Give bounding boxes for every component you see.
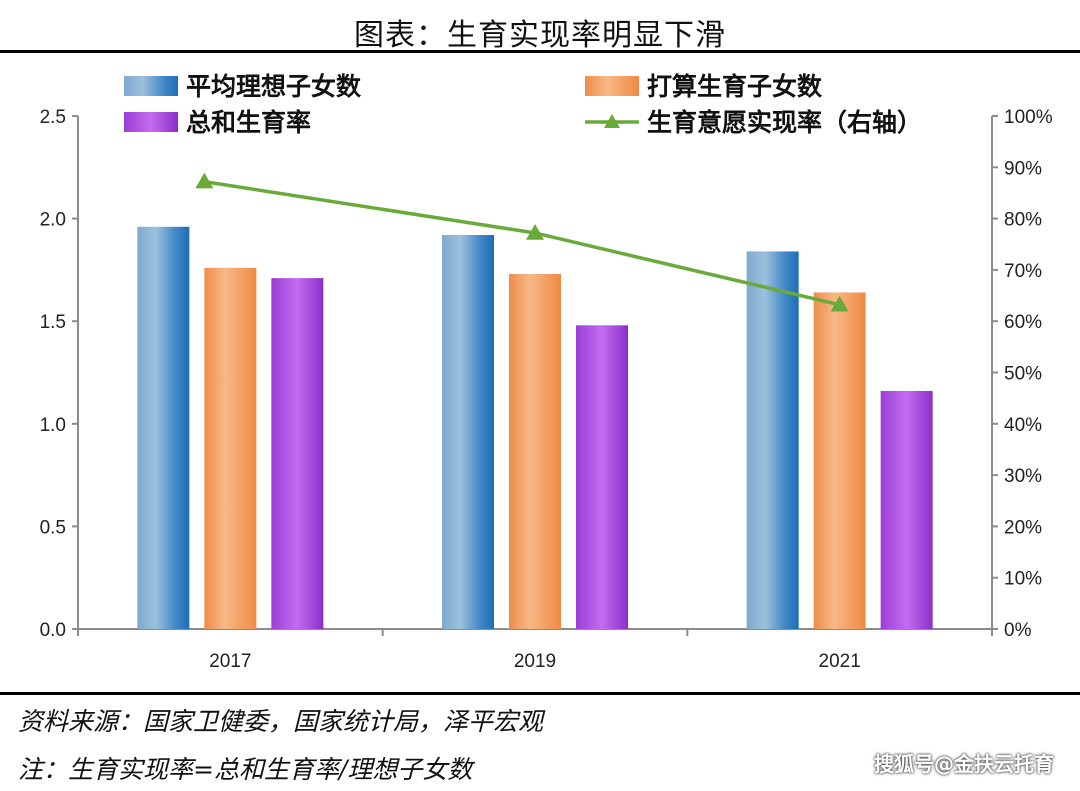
legend-swatch-0 bbox=[124, 76, 178, 96]
line-point-2021 bbox=[830, 295, 849, 312]
legend-swatch-marker bbox=[604, 114, 620, 128]
left-tick-label: 2.5 bbox=[40, 107, 66, 128]
right-tick-label: 100% bbox=[1004, 107, 1053, 128]
x-tick-label: 2019 bbox=[514, 651, 556, 672]
left-tick-label: 1.0 bbox=[40, 415, 66, 436]
legend-label-1: 打算生育子女数 bbox=[647, 72, 823, 101]
right-tick-label: 10% bbox=[1004, 569, 1042, 590]
bar-2017-2 bbox=[271, 278, 324, 629]
bar-2019-0 bbox=[442, 235, 494, 630]
bar-2017-0 bbox=[137, 226, 190, 630]
legend-label-0: 平均理想子女数 bbox=[186, 72, 362, 101]
source-note: 资料来源：国家卫健委，国家统计局，泽平宏观 bbox=[18, 707, 544, 736]
watermark: 搜狐号@金扶云托育 bbox=[874, 752, 1054, 776]
bar-2021-0 bbox=[746, 251, 799, 629]
footer-rule bbox=[0, 692, 1080, 695]
line-point-2017 bbox=[195, 172, 214, 189]
legend-swatch-2 bbox=[124, 112, 178, 132]
left-tick-label: 0.0 bbox=[40, 620, 66, 641]
bar-2021-2 bbox=[880, 390, 933, 629]
legend-label-2: 总和生育率 bbox=[186, 108, 311, 137]
right-tick-label: 90% bbox=[1004, 158, 1042, 179]
right-tick-label: 50% bbox=[1004, 364, 1042, 385]
left-tick-label: 0.5 bbox=[40, 517, 66, 538]
x-tick-label: 2017 bbox=[209, 651, 251, 672]
right-tick-label: 0% bbox=[1004, 620, 1032, 641]
line-point-2019 bbox=[526, 223, 544, 240]
x-tick-label: 2021 bbox=[819, 651, 861, 672]
title-rule bbox=[0, 50, 1080, 53]
left-tick-label: 1.5 bbox=[40, 312, 66, 333]
page-title: 图表：生育实现率明显下滑 bbox=[354, 18, 726, 53]
bar-2019-2 bbox=[576, 325, 628, 629]
left-tick-label: 2.0 bbox=[40, 210, 66, 231]
bar-2019-1 bbox=[509, 274, 561, 629]
formula-note: 注：生育实现率=总和生育率/理想子女数 bbox=[18, 755, 473, 784]
right-tick-label: 30% bbox=[1004, 466, 1042, 487]
legend-swatch-1 bbox=[585, 76, 639, 96]
right-tick-label: 60% bbox=[1004, 312, 1042, 333]
legend-label-3: 生育意愿实现率（右轴） bbox=[647, 108, 922, 137]
bar-2017-1 bbox=[204, 267, 257, 629]
chart: 0.0 0.5 1.0 1.5 2.0 2.5 0% 10% 20% 30% 40% 50% 60% 70… bbox=[40, 72, 1053, 672]
right-tick-label: 70% bbox=[1004, 261, 1042, 282]
line-series bbox=[195, 172, 849, 312]
right-tick-label: 20% bbox=[1004, 517, 1042, 538]
right-tick-label: 80% bbox=[1004, 210, 1042, 231]
bars bbox=[137, 226, 933, 630]
right-tick-label: 40% bbox=[1004, 415, 1042, 436]
bar-2021-1 bbox=[813, 292, 866, 629]
axes: 0.0 0.5 1.0 1.5 2.0 2.5 0% 10% 20% 30% 40% 50% 60% 70… bbox=[40, 107, 1053, 672]
